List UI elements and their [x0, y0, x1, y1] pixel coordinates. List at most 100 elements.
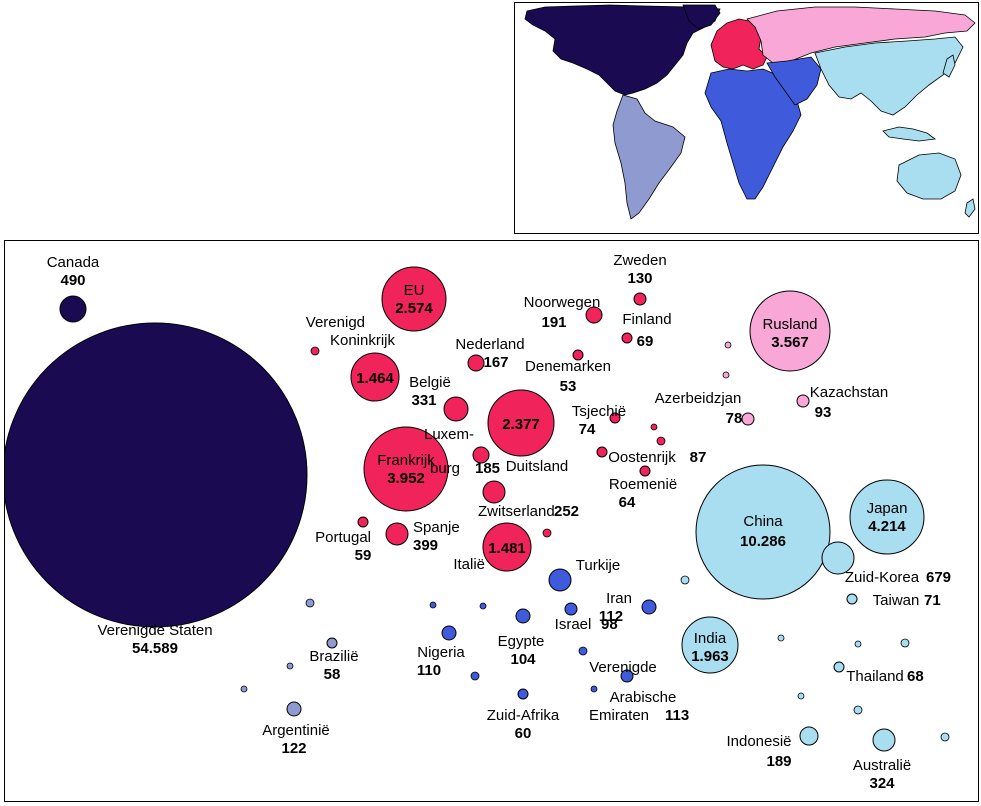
- bubble-nederland: [467, 354, 485, 372]
- bubble-iran: [641, 599, 657, 615]
- value-label-zuid-korea: 679: [926, 569, 951, 586]
- value-label-roemeni-: 64: [619, 494, 636, 511]
- map-australia: [896, 152, 962, 200]
- country-label-verenigd-koninkrijk: Koninkrijk: [330, 332, 396, 349]
- value-label-spanje: 399: [413, 537, 438, 554]
- bubble-minor-13: [853, 705, 863, 715]
- bubble-oostenrijk: [596, 446, 608, 458]
- value-label-luxemburg: 185: [475, 460, 500, 477]
- bubble-brazili-: [326, 637, 338, 649]
- country-label-china: China: [743, 513, 783, 530]
- value-label-indonesi-: 189: [766, 753, 791, 770]
- value-label-verenigde-arabische-emiraten: 113: [665, 707, 689, 724]
- bubble-taiwan: [846, 593, 858, 605]
- map-asia: [814, 36, 964, 116]
- bubble-argentini-: [286, 701, 302, 717]
- bubble-minor-11: [900, 638, 910, 648]
- value-label-canada: 490: [60, 272, 85, 289]
- bubble-nigeria: [441, 625, 457, 641]
- country-label-luxemburg: burg: [430, 460, 460, 477]
- map-indonesia: [882, 126, 937, 142]
- value-label-tsjechi-: 74: [579, 421, 596, 438]
- value-label-taiwan: 71: [924, 592, 941, 609]
- country-label-eu: EU: [404, 282, 425, 299]
- bubble-zweden: [633, 292, 647, 306]
- bubble-zuid-afrika: [517, 688, 529, 700]
- value-label-portugal: 59: [355, 547, 372, 564]
- country-label-zuid-korea: Zuid-Korea: [845, 569, 920, 586]
- value-label-australi-: 324: [869, 775, 895, 792]
- bubble-zuid-korea: [821, 541, 855, 575]
- bubble-minor-1: [286, 662, 294, 670]
- bubble-noorwegen: [585, 306, 603, 324]
- bubble-minor-9: [777, 634, 785, 642]
- value-label-verenigd-koninkrijk: 1.464: [356, 370, 394, 387]
- bubble-itali-: [482, 522, 532, 572]
- country-label-rusland: Rusland: [762, 316, 817, 333]
- bubble-verenigde-arabische-emiraten: [620, 669, 634, 683]
- bubble-minor-10: [854, 640, 862, 648]
- bubble-minor-5: [470, 671, 480, 681]
- value-label-frankrijk: 3.952: [387, 470, 425, 487]
- bubble-verenigd-koninkrijk: [350, 352, 400, 402]
- bubble-australi-: [872, 728, 896, 752]
- country-label-nigeria: Nigeria: [417, 644, 465, 661]
- value-label-denemarken: 53: [560, 378, 577, 395]
- country-label-luxemburg: Luxem-: [424, 426, 474, 443]
- value-label-azerbeidzjan: 78: [726, 410, 743, 427]
- world-map: [524, 4, 976, 220]
- value-label-itali-: 1.481: [488, 540, 526, 557]
- map-africa: [704, 68, 802, 200]
- country-label-noorwegen: Noorwegen: [524, 294, 601, 311]
- bubble-china: [695, 464, 831, 600]
- bubble-minor-18: [656, 436, 666, 446]
- country-label-belgi-: België: [409, 374, 451, 391]
- bubble-israel: [564, 602, 578, 616]
- world-map-panel: [514, 2, 979, 234]
- country-label-duitsland: Duitsland: [506, 458, 569, 475]
- map-south-america: [612, 94, 686, 220]
- country-label-denemarken: Denemarken: [525, 358, 611, 375]
- value-label-zweden: 130: [627, 270, 652, 287]
- country-label-israel: Israel: [555, 616, 592, 633]
- bubble-minor-19: [542, 528, 552, 538]
- country-label-verenigde-staten: Verenigde Staten: [97, 622, 212, 639]
- country-label-zweden: Zweden: [613, 252, 666, 269]
- country-label-japan: Japan: [867, 500, 908, 517]
- country-label-azerbeidzjan: Azerbeidzjan: [655, 390, 742, 407]
- value-label-kazachstan: 93: [815, 404, 832, 421]
- bubble-rusland: [749, 290, 831, 372]
- bubble-minor-0: [305, 598, 315, 608]
- country-label-verenigde-arabische-emiraten: Verenigde: [589, 659, 657, 676]
- bubble-verenigde-staten: [2, 322, 308, 628]
- map-russia: [746, 6, 976, 64]
- value-label-egypte: 104: [510, 651, 536, 668]
- bubble-portugal: [357, 516, 369, 528]
- bubble-minor-12: [797, 692, 805, 700]
- country-label-itali-: Italië: [453, 556, 485, 573]
- bubble-eu: [381, 266, 447, 332]
- bubble-minor-7: [590, 685, 598, 693]
- country-label-iran: Iran: [606, 590, 632, 607]
- value-label-nigeria: 110: [417, 662, 441, 679]
- country-label-verenigd-koninkrijk: Verenigd: [306, 314, 365, 331]
- value-label-iran: 112: [599, 608, 623, 625]
- country-label-brazili-: Brazilië: [309, 648, 358, 665]
- bubble-minor-3: [429, 601, 437, 609]
- bubble-japan: [849, 479, 925, 555]
- map-greenland: [682, 4, 721, 30]
- value-label-japan: 4.214: [868, 518, 906, 535]
- bubble-chart-panel: Canada 490 Verenigde Staten 54.589 EU 2.574 Ve…: [2, 240, 979, 802]
- bubble-indonesi-: [799, 726, 819, 746]
- value-label-nederland: 167: [483, 354, 508, 371]
- country-label-oostenrijk: Oostenrijk: [608, 449, 676, 466]
- value-label-argentini-: 122: [281, 740, 306, 757]
- map-middle-east: [766, 56, 822, 106]
- bubble-spanje: [385, 522, 409, 546]
- country-label-argentini-: Argentinië: [262, 722, 330, 739]
- country-label-egypte: Egypte: [498, 633, 545, 650]
- country-label-canada: Canada: [47, 254, 100, 271]
- country-label-turkije: Turkije: [576, 557, 620, 574]
- country-label-taiwan: Taiwan: [873, 592, 920, 609]
- country-label-verenigde-arabische-emiraten: Arabische: [610, 689, 677, 706]
